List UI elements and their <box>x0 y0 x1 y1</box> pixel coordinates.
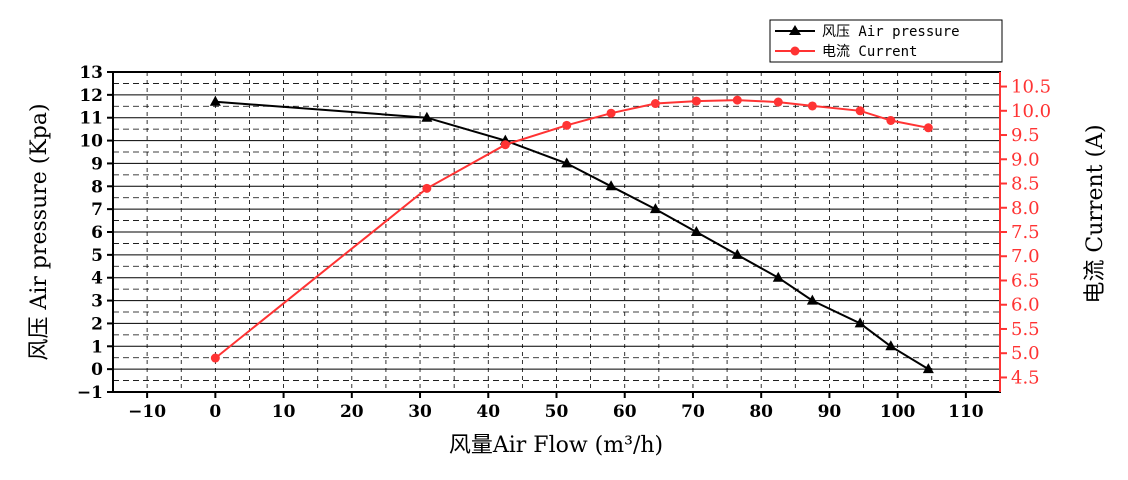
data-point-current <box>691 96 701 106</box>
x-tick-label: 100 <box>880 402 916 422</box>
data-point-pressure <box>421 111 433 122</box>
data-point-current <box>923 123 933 133</box>
x-tick-label: 110 <box>948 402 984 422</box>
data-point-current <box>855 106 865 116</box>
grid-lines <box>113 72 1000 392</box>
x-axis-title: 风量Air Flow (m³/h) <box>449 433 663 458</box>
y-left-tick-label: 11 <box>79 109 103 129</box>
x-tick-label: 70 <box>681 402 705 422</box>
data-point-pressure <box>731 248 743 259</box>
data-point-current <box>650 99 660 109</box>
legend-triangle-icon <box>789 25 801 35</box>
y-right-tick-label: 7.0 <box>1011 246 1040 267</box>
x-tick-label: 90 <box>818 402 842 422</box>
data-point-pressure <box>690 226 702 236</box>
x-tick-label: −10 <box>128 402 166 422</box>
data-point-pressure <box>605 180 617 191</box>
y-right-tick-label: 8.5 <box>1011 174 1040 195</box>
y-left-tick-label: 9 <box>91 154 103 174</box>
y-left-tick-label: 8 <box>91 177 103 197</box>
y-right-tick-label: 5.5 <box>1011 319 1040 340</box>
y-left-tick-label: 3 <box>91 292 103 312</box>
y-right-tick-label: 8.0 <box>1011 198 1040 219</box>
data-point-current <box>807 101 817 111</box>
y-left-tick-label: 10 <box>79 132 103 152</box>
y-right-tick-label: 6.5 <box>1011 270 1040 291</box>
data-point-pressure <box>649 203 661 214</box>
y-right-tick-label: 9.5 <box>1011 125 1040 146</box>
data-point-current <box>732 95 742 105</box>
legend-label-pressure: 风压 Air pressure <box>822 24 960 40</box>
y-left-tick-label: 7 <box>91 200 103 220</box>
x-tick-label: 50 <box>545 402 569 422</box>
x-tick-label: 0 <box>209 402 221 422</box>
legend-circle-icon <box>790 46 800 56</box>
data-point-current <box>500 140 510 150</box>
y-right-axis-title: 电流 Current (A) <box>1083 124 1108 303</box>
y-right-tick-label: 6.0 <box>1011 295 1040 316</box>
y-right-tick-label: 7.5 <box>1011 222 1040 243</box>
y-left-tick-label: 1 <box>91 337 103 357</box>
data-point-current <box>886 115 896 125</box>
legend-box <box>769 19 1003 63</box>
y-left-tick-label: 4 <box>91 269 103 289</box>
y-left-tick-label: 2 <box>91 314 103 334</box>
y-right-tick-label: 4.5 <box>1011 367 1040 388</box>
series-line-0 <box>215 100 929 370</box>
data-point-pressure <box>885 340 897 351</box>
y-left-tick-label: 13 <box>79 63 103 83</box>
data-point-pressure <box>922 363 934 374</box>
y-right-tick-label: 10.5 <box>1011 77 1051 98</box>
y-left-axis-title: 风压 Air pressure (Kpa) <box>27 103 52 360</box>
data-point-current <box>422 183 432 193</box>
data-point-current <box>210 353 220 363</box>
x-tick-label: 80 <box>749 402 773 422</box>
legend: 风压 Air pressure 电流 Current <box>769 19 1003 63</box>
y-right-tick-label: 10.0 <box>1011 101 1051 122</box>
axis-ticks: −10 0 10 20 30 40 50 60 70 80 90 100 110−10123456789… <box>77 63 1051 422</box>
data-point-pressure <box>854 317 866 328</box>
y-left-tick-label: 6 <box>91 223 103 243</box>
data-point-pressure <box>209 95 221 106</box>
x-tick-label: 30 <box>408 402 432 422</box>
series-line-1 <box>214 99 929 359</box>
data-point-pressure <box>561 157 573 168</box>
x-tick-label: 20 <box>340 402 364 422</box>
data-point-current <box>773 97 783 107</box>
legend-label-current: 电流 Current <box>822 44 917 60</box>
y-left-tick-label: 12 <box>79 86 103 106</box>
data-point-current <box>606 108 616 118</box>
series-lines <box>209 95 934 374</box>
y-left-tick-label: 0 <box>91 360 103 380</box>
data-point-pressure <box>772 271 784 282</box>
y-right-tick-label: 5.0 <box>1011 343 1040 364</box>
x-tick-label: 10 <box>272 402 296 422</box>
y-left-tick-label: 5 <box>91 246 103 266</box>
y-right-tick-label: 9.0 <box>1011 149 1040 170</box>
x-tick-label: 40 <box>476 402 500 422</box>
y-left-tick-label: −1 <box>77 383 103 403</box>
x-tick-label: 60 <box>613 402 637 422</box>
data-point-current <box>562 120 572 130</box>
data-point-pressure <box>806 294 818 305</box>
